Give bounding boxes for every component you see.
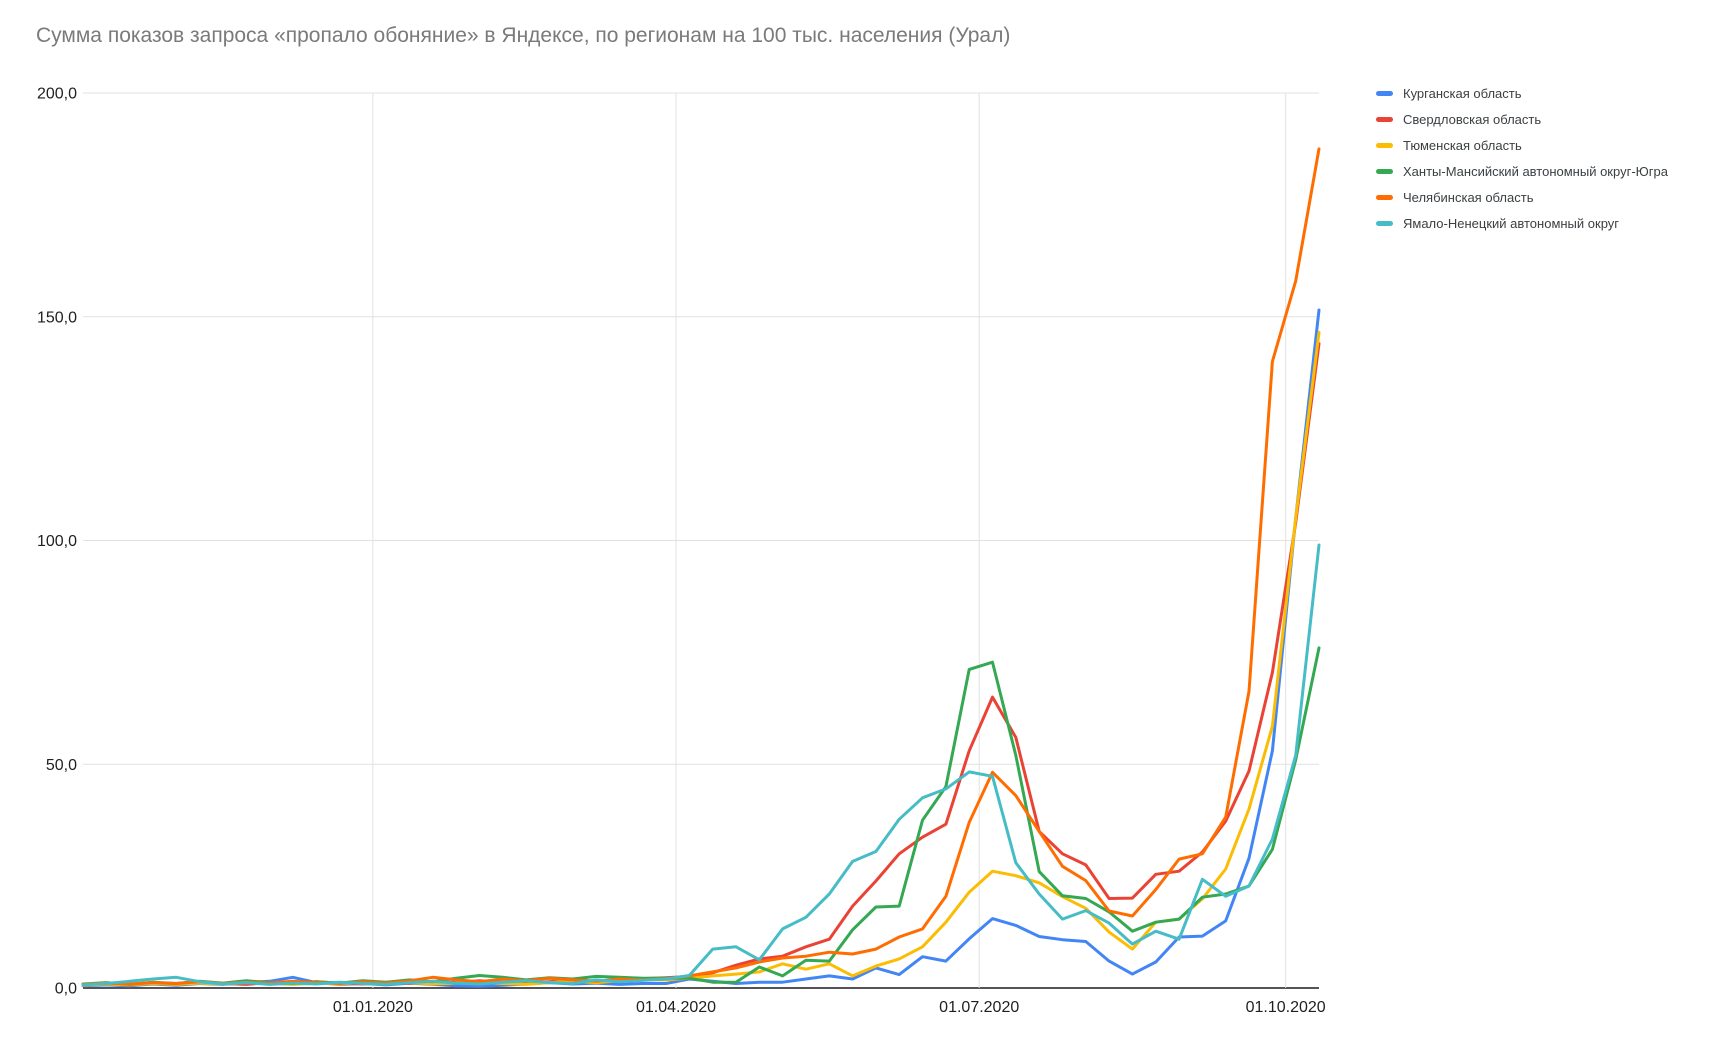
- x-tick-label: 01.10.2020: [1246, 999, 1326, 1016]
- series-line: [81, 342, 1321, 987]
- legend-swatch-icon: [1376, 116, 1393, 122]
- legend-item: Ямало-Ненецкий автономный округ: [1376, 210, 1668, 236]
- legend-label: Свердловская область: [1403, 111, 1542, 127]
- legend-label: Курганская область: [1403, 85, 1522, 101]
- legend-swatch-icon: [1376, 168, 1393, 174]
- legend-item: Ханты-Мансийский автономный округ-Югра: [1376, 158, 1668, 184]
- series-line: [81, 147, 1321, 986]
- series-line: [81, 308, 1321, 988]
- x-tick-label: 01.01.2020: [333, 999, 413, 1016]
- y-tick-label: 0,0: [55, 981, 77, 998]
- series-line: [81, 646, 1321, 986]
- legend-item: Свердловская область: [1376, 106, 1668, 132]
- series-line: [81, 330, 1321, 987]
- legend-label: Челябинская область: [1403, 189, 1534, 205]
- y-tick-label: 150,0: [37, 309, 77, 326]
- legend-item: Тюменская область: [1376, 132, 1668, 158]
- y-tick-label: 200,0: [37, 86, 77, 103]
- x-tick-label: 01.07.2020: [939, 999, 1019, 1016]
- y-tick-label: 100,0: [37, 533, 77, 550]
- legend-swatch-icon: [1376, 90, 1393, 96]
- y-tick-label: 50,0: [46, 757, 77, 774]
- legend-label: Ямало-Ненецкий автономный округ: [1403, 215, 1620, 231]
- chart-title: Сумма показов запроса «пропало обоняние»…: [36, 24, 1011, 47]
- legend-item: Челябинская область: [1376, 184, 1668, 210]
- x-tick-label: 01.04.2020: [636, 999, 716, 1016]
- legend-swatch-icon: [1376, 194, 1393, 200]
- legend-swatch-icon: [1376, 220, 1393, 226]
- legend-label: Ханты-Мансийский автономный округ-Югра: [1403, 163, 1668, 179]
- legend-item: Курганская область: [1376, 80, 1668, 106]
- series-line: [81, 543, 1321, 987]
- legend: Курганская область Свердловская область Тю…: [1376, 80, 1668, 236]
- legend-label: Тюменская область: [1403, 137, 1522, 153]
- legend-swatch-icon: [1376, 142, 1393, 148]
